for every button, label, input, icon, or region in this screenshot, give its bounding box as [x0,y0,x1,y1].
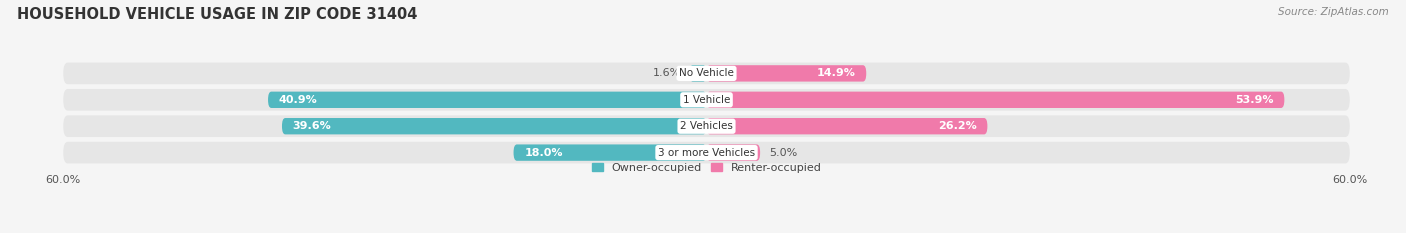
Text: 26.2%: 26.2% [938,121,977,131]
FancyBboxPatch shape [63,115,1350,137]
FancyBboxPatch shape [513,144,707,161]
Text: 53.9%: 53.9% [1234,95,1274,105]
FancyBboxPatch shape [689,65,707,82]
Text: 1.6%: 1.6% [652,69,681,78]
FancyBboxPatch shape [269,92,707,108]
FancyBboxPatch shape [63,142,1350,163]
FancyBboxPatch shape [707,92,1284,108]
FancyBboxPatch shape [63,63,1350,84]
Legend: Owner-occupied, Renter-occupied: Owner-occupied, Renter-occupied [592,163,821,173]
Text: 40.9%: 40.9% [278,95,318,105]
FancyBboxPatch shape [707,144,761,161]
Text: 39.6%: 39.6% [292,121,332,131]
FancyBboxPatch shape [707,65,866,82]
Text: 2 Vehicles: 2 Vehicles [681,121,733,131]
FancyBboxPatch shape [283,118,707,134]
Text: No Vehicle: No Vehicle [679,69,734,78]
Text: HOUSEHOLD VEHICLE USAGE IN ZIP CODE 31404: HOUSEHOLD VEHICLE USAGE IN ZIP CODE 3140… [17,7,418,22]
Text: 1 Vehicle: 1 Vehicle [683,95,730,105]
FancyBboxPatch shape [63,89,1350,111]
Text: 14.9%: 14.9% [817,69,855,78]
FancyBboxPatch shape [707,118,987,134]
Text: Source: ZipAtlas.com: Source: ZipAtlas.com [1278,7,1389,17]
Text: 5.0%: 5.0% [769,148,797,158]
Text: 3 or more Vehicles: 3 or more Vehicles [658,148,755,158]
Text: 18.0%: 18.0% [524,148,562,158]
